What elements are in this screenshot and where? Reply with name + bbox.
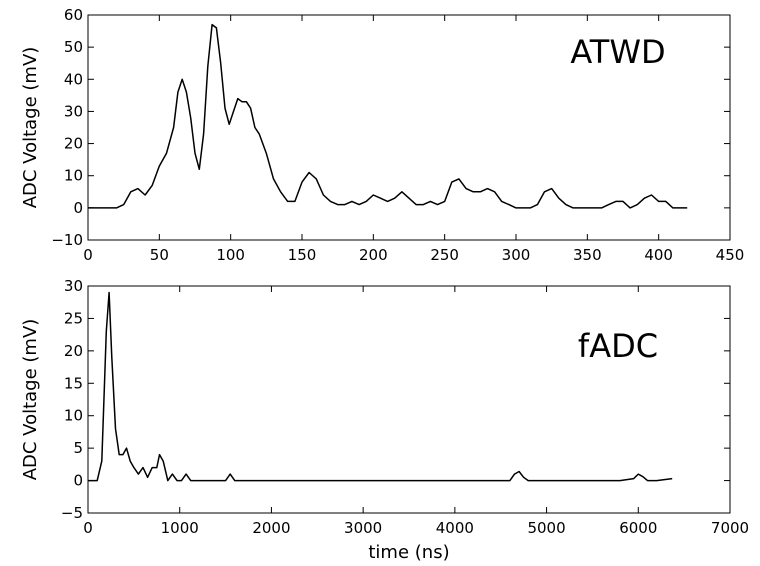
- atwd-xtick-label: 200: [359, 246, 388, 264]
- atwd-ytick-label: 60: [64, 6, 83, 24]
- atwd-ylabel: ADC Voltage (mV): [20, 47, 41, 209]
- fadc-ytick-label: 0: [73, 472, 83, 490]
- fadc-ytick-label: 15: [64, 374, 83, 392]
- fadc-ytick-label: 20: [64, 342, 83, 360]
- atwd-series-line: [88, 23, 688, 209]
- fadc-panel: 0 1000 2000 3000 4000 5000 6000 7000−5051015202…: [20, 277, 749, 563]
- atwd-xtick-label: 150: [288, 246, 317, 264]
- atwd-axes-frame: [87, 14, 731, 241]
- atwd-xtick-label: 100: [216, 246, 245, 264]
- atwd-panel: 0 50 100 150 200 250 300 350 400 450−100102030405…: [20, 6, 744, 264]
- atwd-xtick-label: 300: [502, 246, 531, 264]
- fadc-xtick-label: 2000: [252, 519, 290, 537]
- fadc-xtick-label: 3000: [344, 519, 382, 537]
- fadc-ytick-label: 5: [73, 439, 83, 457]
- fadc-xtick-label: 0: [83, 519, 93, 537]
- atwd-xtick-label: 350: [573, 246, 602, 264]
- fadc-xtick-label: 5000: [527, 519, 565, 537]
- atwd-ytick-label: −10: [51, 231, 83, 249]
- atwd-xtick-label: 450: [716, 246, 745, 264]
- fadc-xtick-label: 1000: [161, 519, 199, 537]
- fadc-ytick-label: 10: [64, 407, 83, 425]
- atwd-xtick-label: 250: [430, 246, 459, 264]
- fadc-ytick-label: 25: [64, 309, 83, 327]
- atwd-ytick-label: 10: [64, 167, 83, 185]
- atwd-ytick-label: 30: [64, 102, 83, 120]
- fadc-ytick-label: 30: [64, 277, 83, 295]
- fadc-ylabel: ADC Voltage (mV): [20, 319, 41, 481]
- fadc-xlabel: time (ns): [368, 542, 449, 563]
- atwd-ytick-label: 50: [64, 38, 83, 56]
- atwd-xtick-label: 400: [644, 246, 673, 264]
- atwd-xtick-label: 50: [150, 246, 169, 264]
- atwd-ytick-label: 0: [73, 199, 83, 217]
- fadc-ytick-label: −5: [61, 504, 83, 522]
- atwd-ytick-label: 40: [64, 70, 83, 88]
- fadc-annotation: fADC: [578, 327, 658, 365]
- fadc-axes-frame: [87, 285, 731, 514]
- atwd-ytick-label: 20: [64, 135, 83, 153]
- fadc-xtick-label: 7000: [711, 519, 749, 537]
- fadc-xtick-label: 6000: [619, 519, 657, 537]
- fadc-series-line: [88, 291, 673, 482]
- atwd-xtick-label: 0: [83, 246, 93, 264]
- fadc-xtick-label: 4000: [436, 519, 474, 537]
- atwd-annotation: ATWD: [570, 33, 665, 71]
